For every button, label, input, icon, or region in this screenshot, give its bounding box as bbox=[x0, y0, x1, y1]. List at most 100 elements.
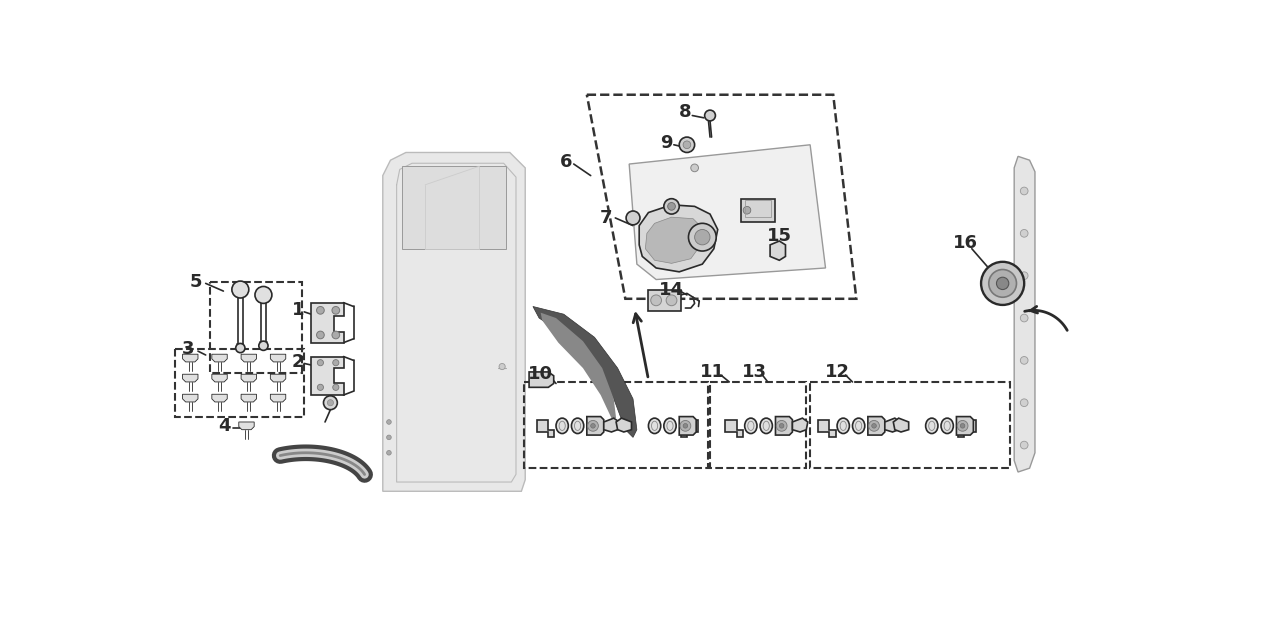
Polygon shape bbox=[616, 418, 632, 432]
Bar bbox=[740, 199, 775, 222]
Circle shape bbox=[679, 137, 694, 152]
Text: 9: 9 bbox=[660, 134, 673, 152]
Circle shape bbox=[1021, 314, 1029, 322]
Ellipse shape bbox=[926, 418, 938, 433]
Text: 1: 1 bbox=[292, 301, 305, 320]
Circle shape bbox=[981, 262, 1025, 305]
Polygon shape bbox=[211, 354, 227, 362]
Polygon shape bbox=[680, 420, 698, 437]
Text: 2: 2 bbox=[292, 353, 305, 371]
Polygon shape bbox=[957, 416, 974, 435]
Circle shape bbox=[694, 230, 710, 245]
Ellipse shape bbox=[571, 418, 584, 433]
Circle shape bbox=[664, 199, 679, 214]
Polygon shape bbox=[629, 145, 825, 279]
Text: 8: 8 bbox=[679, 103, 692, 121]
Circle shape bbox=[500, 364, 505, 370]
Circle shape bbox=[324, 396, 337, 409]
Polygon shape bbox=[270, 354, 286, 362]
Bar bbox=[810, 382, 1011, 468]
Circle shape bbox=[318, 384, 324, 391]
Ellipse shape bbox=[648, 418, 661, 433]
Polygon shape bbox=[1015, 157, 1035, 472]
Circle shape bbox=[1021, 272, 1029, 279]
Polygon shape bbox=[311, 357, 343, 395]
Bar bbox=[710, 382, 806, 468]
Circle shape bbox=[743, 206, 751, 214]
Polygon shape bbox=[211, 374, 227, 382]
Ellipse shape bbox=[744, 418, 757, 433]
Polygon shape bbox=[893, 418, 908, 432]
Polygon shape bbox=[537, 420, 555, 437]
Circle shape bbox=[1021, 441, 1029, 449]
Text: 10: 10 bbox=[528, 365, 553, 383]
Circle shape bbox=[387, 420, 391, 425]
Circle shape bbox=[318, 360, 324, 366]
Circle shape bbox=[387, 450, 391, 455]
Polygon shape bbox=[639, 205, 717, 272]
Circle shape bbox=[872, 423, 876, 428]
Text: 13: 13 bbox=[742, 363, 767, 381]
Circle shape bbox=[989, 269, 1017, 298]
Text: 6: 6 bbox=[560, 153, 573, 170]
Text: 7: 7 bbox=[600, 209, 612, 227]
Circle shape bbox=[957, 420, 968, 431]
Bar bbox=[524, 382, 708, 468]
Circle shape bbox=[387, 435, 391, 440]
Circle shape bbox=[1021, 230, 1029, 237]
Polygon shape bbox=[770, 241, 785, 260]
Circle shape bbox=[1021, 187, 1029, 195]
Polygon shape bbox=[183, 374, 199, 382]
Circle shape bbox=[683, 423, 688, 428]
Polygon shape bbox=[541, 313, 616, 418]
Circle shape bbox=[776, 420, 787, 431]
Circle shape bbox=[869, 420, 880, 431]
Ellipse shape bbox=[760, 418, 772, 433]
Circle shape bbox=[683, 141, 690, 148]
Text: 15: 15 bbox=[767, 226, 792, 245]
Polygon shape bbox=[725, 420, 743, 437]
Polygon shape bbox=[679, 416, 696, 435]
Polygon shape bbox=[270, 394, 286, 402]
Circle shape bbox=[591, 423, 596, 428]
Polygon shape bbox=[603, 418, 619, 432]
Circle shape bbox=[1021, 399, 1029, 406]
Bar bbox=[210, 282, 302, 373]
Text: 16: 16 bbox=[953, 235, 979, 252]
Text: 3: 3 bbox=[182, 340, 195, 358]
Circle shape bbox=[259, 341, 268, 350]
Circle shape bbox=[332, 306, 339, 314]
Circle shape bbox=[255, 286, 272, 303]
Circle shape bbox=[666, 295, 676, 306]
Circle shape bbox=[705, 110, 715, 121]
Polygon shape bbox=[241, 394, 256, 402]
Circle shape bbox=[1021, 357, 1029, 364]
Circle shape bbox=[333, 384, 339, 391]
Circle shape bbox=[236, 343, 245, 353]
Polygon shape bbox=[646, 217, 703, 264]
Text: 5: 5 bbox=[190, 273, 202, 291]
Circle shape bbox=[779, 423, 784, 428]
Polygon shape bbox=[533, 306, 637, 437]
Circle shape bbox=[316, 331, 324, 339]
Polygon shape bbox=[383, 152, 525, 491]
Ellipse shape bbox=[556, 418, 569, 433]
Ellipse shape bbox=[852, 418, 865, 433]
Polygon shape bbox=[241, 354, 256, 362]
Polygon shape bbox=[238, 422, 254, 430]
Polygon shape bbox=[270, 374, 286, 382]
Circle shape bbox=[232, 281, 249, 298]
Circle shape bbox=[651, 295, 661, 306]
Polygon shape bbox=[183, 394, 199, 402]
Text: 4: 4 bbox=[219, 417, 231, 435]
Polygon shape bbox=[958, 420, 976, 437]
Bar bbox=[175, 349, 305, 416]
Circle shape bbox=[997, 277, 1009, 289]
Circle shape bbox=[690, 164, 698, 172]
Ellipse shape bbox=[664, 418, 676, 433]
Circle shape bbox=[316, 306, 324, 314]
Circle shape bbox=[328, 399, 333, 406]
Polygon shape bbox=[211, 394, 227, 402]
Circle shape bbox=[961, 423, 965, 428]
Polygon shape bbox=[183, 354, 199, 362]
